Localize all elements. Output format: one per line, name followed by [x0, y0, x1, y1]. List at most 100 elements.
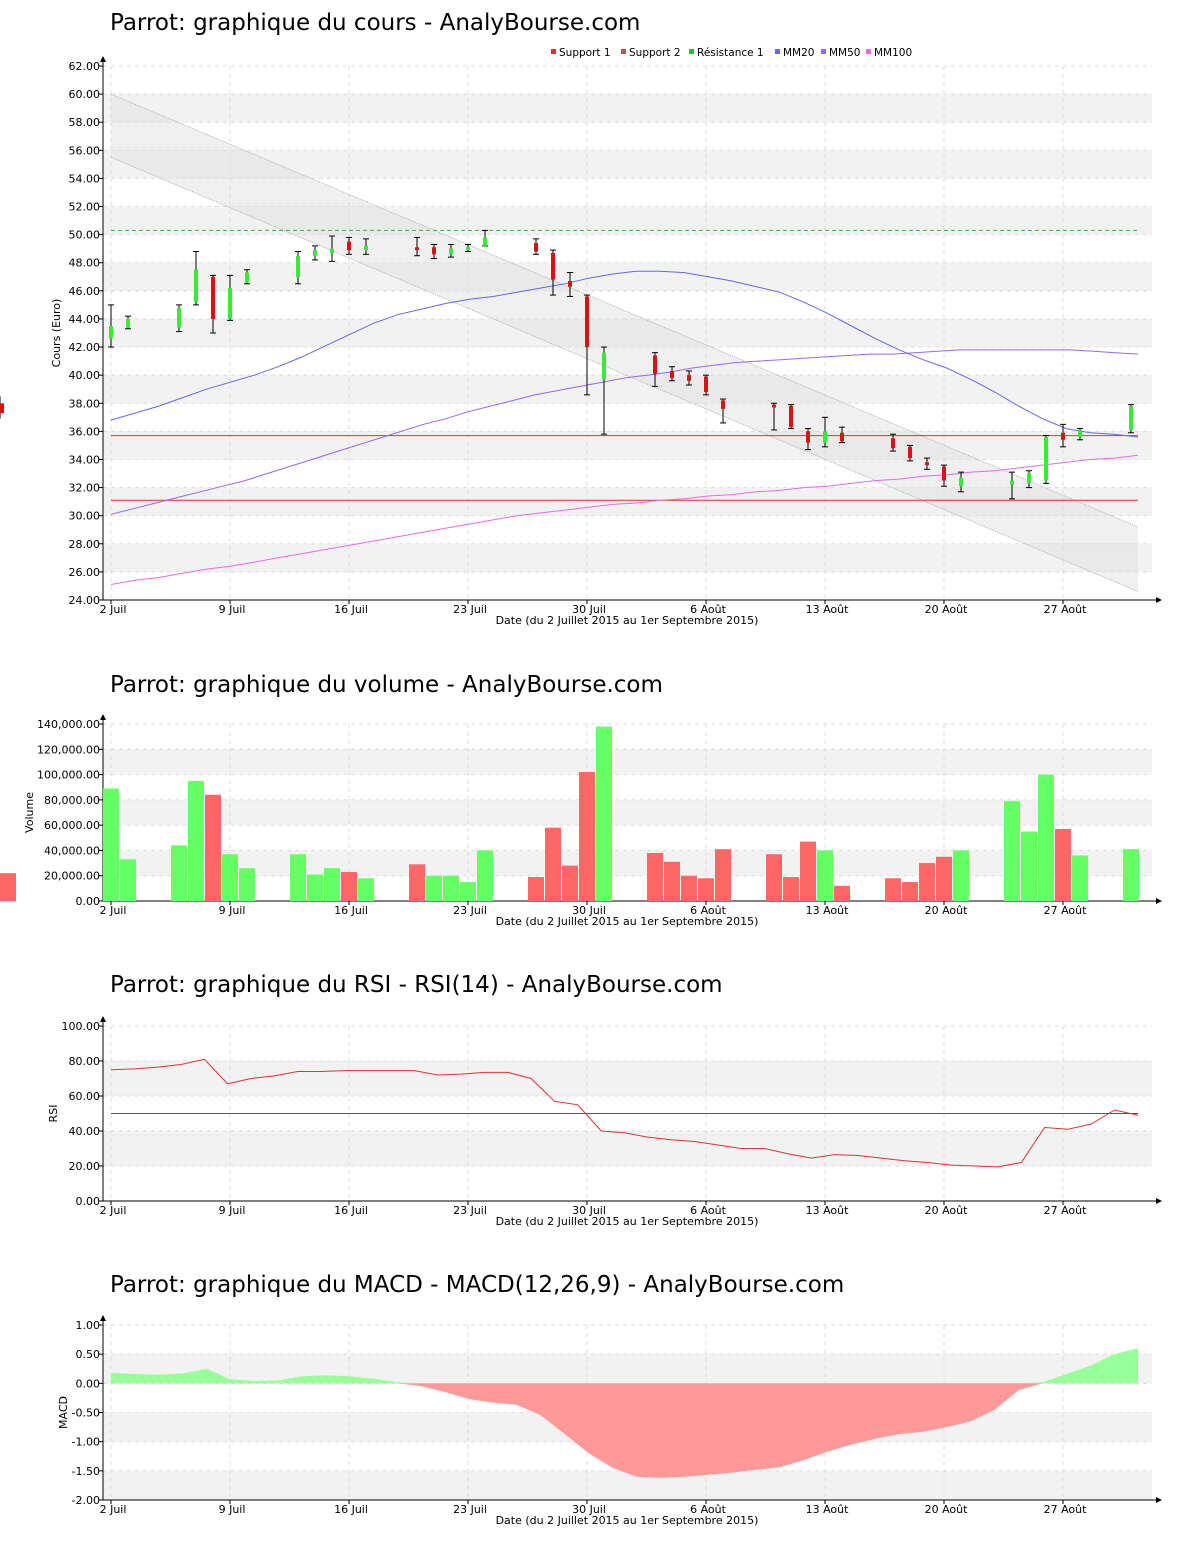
price-xtick-label: 6 Août [690, 603, 727, 616]
legend-label: MM50 [829, 47, 860, 59]
volume-bar [188, 780, 204, 901]
candle-body [449, 248, 453, 255]
rsi-grid-band [103, 1061, 1152, 1096]
volume-bar [885, 878, 901, 901]
candle-body [1061, 432, 1065, 440]
candle-body [1027, 473, 1031, 484]
price-ytick-label: 40.00 [69, 369, 101, 382]
volume-xtick-label: 30 Juil [572, 904, 606, 917]
candle-body [840, 432, 844, 442]
volume-ytick-label: 0.00 [76, 895, 101, 908]
price-ytick-label: 32.00 [69, 482, 101, 495]
candle-body [891, 438, 895, 449]
rsi-chart-panel: Parrot: graphique du RSI - RSI(14) - Ana… [0, 972, 1200, 1242]
volume-x-axis-label: Date (du 2 Juillet 2015 au 1er Septembre… [496, 915, 759, 928]
candle-body [1129, 406, 1133, 430]
candle-body [483, 237, 487, 246]
price-xtick-label: 30 Juil [572, 603, 606, 616]
candle-body [568, 281, 572, 287]
mm50-line [110, 349, 1139, 515]
candle-body [772, 404, 776, 408]
price-ytick-label: 26.00 [69, 566, 101, 579]
volume-bar [477, 850, 493, 901]
rsi-xtick-label: 23 Juil [453, 1204, 487, 1217]
volume-bar [460, 882, 476, 901]
rsi-ytick-label: 0.00 [76, 1195, 101, 1208]
volume-x-axis-arrow [1156, 898, 1162, 904]
price-xtick-label: 20 Août [925, 603, 969, 616]
price-y-axis-label: Cours (Euro) [50, 299, 63, 368]
macd-chart-title: Parrot: graphique du MACD - MACD(12,26,9… [110, 1272, 845, 1298]
macd-chart: 1.00 0.50 0.00 -0.50 -1.00 -1.50 -2.002 Juil 9 … [57, 1315, 1162, 1527]
candle-body [432, 247, 436, 255]
volume-bar [426, 875, 442, 901]
volume-bar [1072, 855, 1088, 901]
price-chart: 62.00 60.00 58.00 56.00 54.00 52.00 50.00 48.00… [0, 47, 1162, 627]
volume-bar [528, 876, 544, 901]
rsi-chart: 100.00 80.00 60.00 40.00 20.00 0.002 Juil 9 Ju… [47, 1016, 1162, 1228]
rsi-xtick-label: 9 Juil [219, 1204, 246, 1217]
volume-xtick-label: 6 Août [690, 904, 727, 917]
price-xtick-label: 13 Août [806, 603, 850, 616]
macd-xtick-label: 27 Août [1044, 1503, 1088, 1516]
macd-xtick-label: 16 Juil [334, 1503, 368, 1516]
price-x-axis-label: Date (du 2 Juillet 2015 au 1er Septembre… [496, 614, 759, 627]
volume-bar [222, 854, 238, 901]
price-grid-band [103, 318, 1152, 348]
volume-grid-band [103, 749, 1152, 775]
macd-grid-band [103, 1354, 1152, 1384]
price-ytick-label: 38.00 [69, 397, 101, 410]
volume-bar [120, 859, 136, 901]
rsi-y-axis-label: RSI [47, 1105, 60, 1123]
volume-xtick-label: 20 Août [925, 904, 969, 917]
candle-body [925, 462, 929, 466]
legend-swatch [551, 49, 556, 54]
volume-bar [239, 868, 255, 901]
candle-body [194, 269, 198, 303]
price-grid-band [103, 375, 1152, 404]
macd-ytick-label: 1.00 [76, 1319, 101, 1332]
legend-label: Support 2 [629, 47, 681, 59]
candle-body [670, 370, 674, 378]
legend-label: MM20 [783, 47, 814, 59]
candle-body [585, 296, 589, 348]
rsi-ytick-label: 80.00 [69, 1055, 101, 1068]
volume-bar [1004, 801, 1020, 901]
legend-swatch [821, 49, 826, 54]
rsi-xtick-label: 30 Juil [572, 1204, 606, 1217]
legend-label: Résistance 1 [697, 47, 764, 59]
price-ytick-label: 36.00 [69, 425, 101, 438]
volume-bar [103, 788, 119, 901]
price-chart-title: Parrot: graphique du cours - AnalyBourse… [110, 10, 641, 36]
price-ytick-label: 52.00 [69, 201, 101, 214]
rsi-xtick-label: 16 Juil [334, 1204, 368, 1217]
rsi-xtick-label: 6 Août [690, 1204, 727, 1217]
volume-y-axis-arrow [100, 714, 106, 720]
macd-x-axis-arrow [1156, 1497, 1162, 1503]
volume-bar [698, 878, 714, 901]
macd-ytick-label: -1.00 [72, 1436, 100, 1449]
candle-body [602, 352, 606, 380]
price-x-axis-arrow [1156, 597, 1162, 603]
candle-body [296, 255, 300, 277]
candle-body [466, 247, 470, 251]
candle-body [721, 400, 725, 409]
price-grid-band [103, 543, 1152, 572]
candle-body [942, 466, 946, 481]
macd-negative-area [111, 1383, 1138, 1478]
candle-body [908, 446, 912, 459]
price-grid-band [103, 150, 1152, 179]
macd-xtick-label: 23 Juil [453, 1503, 487, 1516]
price-xtick-label: 2 Juil [100, 603, 127, 616]
rsi-xtick-label: 27 Août [1044, 1204, 1088, 1217]
legend-label: MM100 [874, 47, 912, 59]
macd-xtick-label: 20 Août [925, 1503, 969, 1516]
candle-body [364, 245, 368, 251]
volume-bar [647, 852, 663, 901]
volume-bar [800, 841, 816, 901]
volume-chart-title: Parrot: graphique du volume - AnalyBours… [110, 672, 663, 698]
price-ytick-label: 46.00 [69, 285, 101, 298]
volume-bar [171, 845, 187, 901]
rsi-xtick-label: 13 Août [806, 1204, 850, 1217]
candle-body [109, 325, 113, 339]
